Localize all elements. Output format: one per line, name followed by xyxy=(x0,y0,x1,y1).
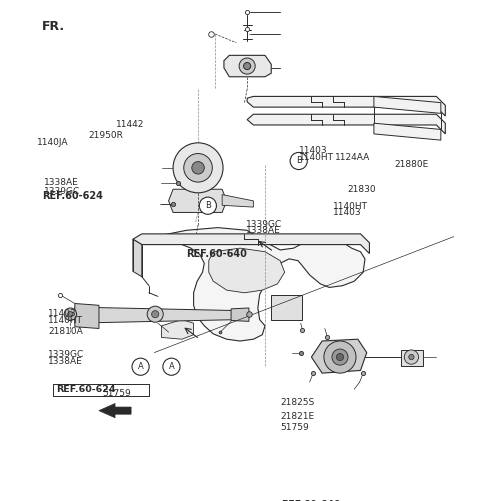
Text: A: A xyxy=(168,362,174,371)
Polygon shape xyxy=(75,307,240,323)
Circle shape xyxy=(290,152,307,169)
Text: 11403: 11403 xyxy=(334,208,362,217)
Text: 1339GC: 1339GC xyxy=(246,219,283,228)
Text: B: B xyxy=(205,201,211,210)
Text: 11442: 11442 xyxy=(116,120,144,129)
Text: REF.60-624: REF.60-624 xyxy=(42,191,103,201)
Polygon shape xyxy=(224,55,271,77)
Circle shape xyxy=(239,58,255,74)
Circle shape xyxy=(404,350,419,364)
Text: 11403: 11403 xyxy=(299,146,328,155)
Text: 1338AE: 1338AE xyxy=(48,357,83,366)
Circle shape xyxy=(408,354,414,360)
Polygon shape xyxy=(247,114,445,134)
Polygon shape xyxy=(401,350,423,366)
Polygon shape xyxy=(99,403,131,418)
Polygon shape xyxy=(222,194,253,207)
Text: 21880E: 21880E xyxy=(394,160,429,169)
Circle shape xyxy=(243,63,251,70)
Text: B: B xyxy=(296,156,301,165)
Polygon shape xyxy=(133,239,142,277)
Text: REF.60-640: REF.60-640 xyxy=(186,249,247,259)
Text: FR.: FR. xyxy=(42,21,65,34)
Text: 21810A: 21810A xyxy=(48,327,83,336)
Circle shape xyxy=(68,312,73,317)
Polygon shape xyxy=(374,96,441,113)
Text: 1339GC: 1339GC xyxy=(48,350,84,359)
Polygon shape xyxy=(161,320,193,339)
Text: REF.60-624: REF.60-624 xyxy=(56,385,116,394)
Polygon shape xyxy=(247,96,445,116)
Circle shape xyxy=(152,311,159,318)
Circle shape xyxy=(332,349,348,365)
Text: 1124AA: 1124AA xyxy=(335,153,371,162)
Text: 11403: 11403 xyxy=(48,309,77,318)
Circle shape xyxy=(192,161,204,174)
Text: 1339GC: 1339GC xyxy=(44,186,80,195)
Polygon shape xyxy=(312,339,367,373)
Polygon shape xyxy=(168,189,227,212)
Text: A: A xyxy=(138,362,144,371)
Text: 1140HT: 1140HT xyxy=(48,316,83,325)
Text: 21821E: 21821E xyxy=(281,412,315,421)
Circle shape xyxy=(184,153,212,182)
Circle shape xyxy=(147,306,163,322)
Text: 21950R: 21950R xyxy=(88,131,123,140)
Circle shape xyxy=(336,354,344,361)
Polygon shape xyxy=(142,227,365,341)
Text: REF.60-640: REF.60-640 xyxy=(281,500,340,501)
Text: 1338AE: 1338AE xyxy=(246,226,281,235)
Polygon shape xyxy=(271,295,302,320)
Text: 51759: 51759 xyxy=(281,423,310,432)
Polygon shape xyxy=(231,308,249,321)
Circle shape xyxy=(173,143,223,193)
Polygon shape xyxy=(209,248,285,293)
Polygon shape xyxy=(75,304,99,329)
Text: 1140HT: 1140HT xyxy=(299,153,334,162)
Text: 1338AE: 1338AE xyxy=(44,177,78,186)
Circle shape xyxy=(163,358,180,375)
Text: 1140JA: 1140JA xyxy=(36,138,68,147)
Circle shape xyxy=(199,197,216,214)
Polygon shape xyxy=(374,123,441,140)
Circle shape xyxy=(132,358,149,375)
Text: 21825S: 21825S xyxy=(281,398,315,407)
Circle shape xyxy=(324,341,356,373)
Text: 1140HT: 1140HT xyxy=(334,202,369,210)
Text: 21830: 21830 xyxy=(347,185,376,194)
Polygon shape xyxy=(133,234,370,254)
Circle shape xyxy=(64,308,77,321)
Text: 51759: 51759 xyxy=(102,389,131,398)
